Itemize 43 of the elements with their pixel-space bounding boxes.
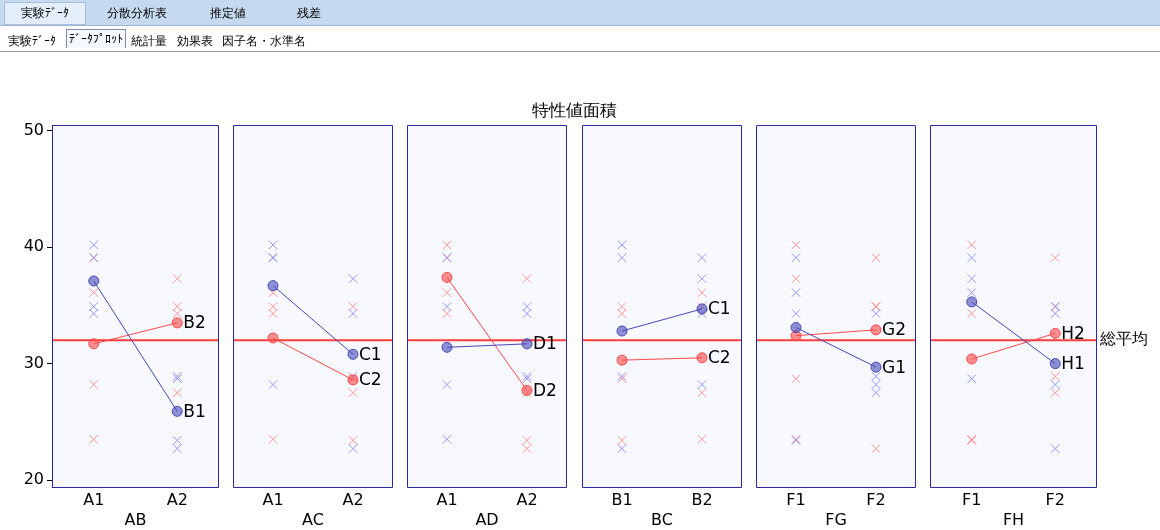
series-label: C2 — [359, 369, 382, 390]
text: 統計量 — [131, 33, 167, 50]
x-tick-label: F2 — [866, 489, 886, 509]
x-tick-label: A1 — [436, 489, 458, 509]
x-axis-title: AC — [302, 509, 324, 529]
x-tick-label: A1 — [83, 489, 105, 509]
y-tick-label: 20 — [23, 469, 44, 489]
x-axis-title: AB — [124, 509, 147, 529]
series-label: G2 — [882, 319, 906, 340]
x-tick-label: F1 — [786, 489, 806, 509]
series-label: H2 — [1061, 322, 1085, 343]
series-label: H1 — [1061, 353, 1085, 374]
text: 実験ﾃﾞｰﾀ — [4, 2, 86, 25]
text: 推定値 — [210, 5, 246, 22]
ref-line-label: 総平均 — [1099, 329, 1148, 349]
text: 残差 — [297, 5, 321, 22]
x-tick-label: A2 — [516, 489, 538, 509]
text: 効果表 — [177, 33, 213, 50]
text: 分散分析表 — [107, 5, 167, 22]
x-axis-title: FH — [1002, 509, 1025, 529]
text: 実験ﾃﾞｰﾀ — [8, 33, 56, 50]
series-label: B1 — [183, 400, 206, 421]
x-axis-title: FG — [825, 509, 847, 529]
chart-title: 特性値面積 — [531, 99, 618, 122]
series-label: C1 — [359, 343, 382, 364]
y-tick-label: 50 — [23, 119, 44, 139]
series-label: C1 — [708, 298, 731, 319]
x-tick-label: A1 — [262, 489, 284, 509]
x-tick-label: B1 — [611, 489, 633, 509]
x-tick-label: F2 — [1045, 489, 1065, 509]
y-tick-label: 40 — [23, 236, 44, 256]
x-tick-label: A2 — [342, 489, 364, 509]
x-tick-label: F1 — [962, 489, 982, 509]
text: 因子名・水準名 — [222, 33, 306, 50]
series-label: D2 — [533, 379, 557, 400]
x-tick-label: B2 — [691, 489, 713, 509]
x-axis-title: BC — [651, 509, 673, 529]
series-label: C2 — [708, 347, 731, 368]
series-label: G1 — [882, 356, 906, 377]
y-tick-label: 30 — [23, 352, 44, 372]
series-label: B2 — [183, 312, 206, 333]
x-axis-title: AD — [475, 509, 499, 529]
x-tick-label: A2 — [166, 489, 188, 509]
